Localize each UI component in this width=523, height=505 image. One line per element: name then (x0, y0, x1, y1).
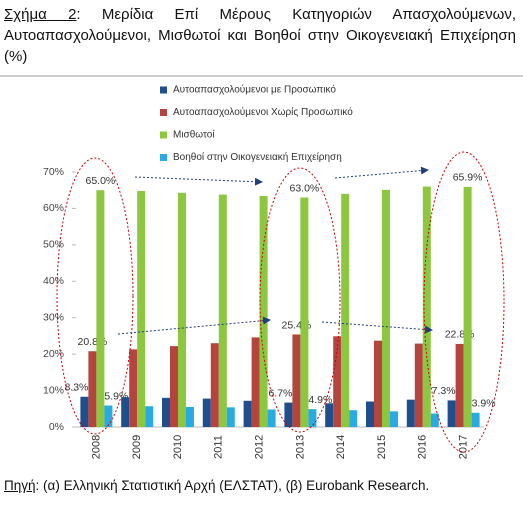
arrow (117, 316, 271, 335)
arrow (334, 166, 429, 179)
bar (178, 192, 186, 427)
x-tick-label: 2008 (90, 435, 102, 459)
bar (455, 343, 464, 427)
data-label: 4.9% (308, 394, 332, 406)
bar (104, 405, 113, 427)
data-label: 65.0% (86, 175, 116, 187)
x-tick-label: 2013 (294, 435, 306, 459)
data-label: 65.9% (453, 172, 483, 184)
bar (202, 398, 211, 427)
x-tick-label: 2014 (335, 435, 347, 459)
legend-label: Αυτοαπασχολούμενοι με Προσωπικό (173, 84, 336, 96)
bar (267, 409, 276, 427)
y-tick-label: 60% (43, 202, 64, 214)
source-text: : (α) Ελληνική Στατιστική Αρχή (ΕΛΣΤΑΤ),… (35, 478, 430, 493)
data-label: 3.9% (472, 398, 496, 410)
y-tick-label: 70% (43, 166, 64, 178)
x-tick-label: 2016 (417, 435, 429, 459)
highlight-ellipse (259, 167, 341, 433)
bar (129, 349, 138, 427)
bar (382, 189, 390, 427)
bar (137, 190, 146, 427)
source: Πηγή: (α) Ελληνική Στατιστική Αρχή (ΕΛΣΤ… (4, 478, 429, 493)
bar (243, 400, 252, 427)
data-label: 8.3% (64, 382, 88, 394)
legend-swatch (160, 131, 167, 139)
bar (422, 186, 431, 427)
bar (88, 351, 97, 427)
legend-swatch (160, 109, 167, 116)
y-tick-label: 10% (43, 384, 64, 396)
bar (284, 402, 293, 427)
x-tick-label: 2009 (131, 435, 143, 459)
bar (218, 194, 227, 427)
y-tick-label: 40% (43, 275, 64, 287)
legend-label: Μισθωτοί (173, 129, 215, 141)
bar (259, 196, 268, 427)
x-tick-label: 2017 (458, 435, 470, 459)
legend-swatch (160, 86, 167, 94)
bar (300, 197, 309, 427)
bar (121, 397, 130, 427)
bar (325, 403, 334, 427)
arrow (321, 321, 433, 334)
bar (471, 412, 480, 427)
x-tick-label: 2015 (376, 435, 388, 459)
data-label: 7.3% (432, 385, 456, 397)
x-tick-label: 2012 (254, 435, 266, 459)
legend-swatch (160, 154, 167, 161)
x-tick-label: 2011 (213, 435, 225, 459)
bar (341, 193, 350, 427)
chart-title: : Μερίδια Επί Μέρους Κατηγοριών Απασχολο… (4, 6, 517, 65)
legend-label: Αυτοαπασχολούμενοι Χωρίς Προσωπικό (173, 106, 353, 118)
bar (96, 190, 105, 427)
bar (414, 343, 423, 427)
bar (349, 410, 358, 427)
y-tick-label: 30% (43, 311, 64, 323)
data-label: 63.0% (290, 182, 320, 194)
bar (447, 400, 456, 427)
bar (162, 397, 170, 427)
legend-label: Βοηθοί στην Οικογενειακή Επιχείρηση (173, 151, 342, 163)
bar (463, 186, 472, 427)
annotations (56, 151, 505, 453)
data-label: 6.7% (268, 387, 292, 399)
chart: 0% 10% 20% 30% 40% 50% 60% 70% Αυτοαπασχολούμενο… (0, 75, 523, 459)
x-tick-label: 2010 (172, 435, 184, 459)
bar (366, 401, 374, 427)
bar (210, 343, 219, 427)
bar (406, 399, 415, 427)
bar (186, 406, 194, 427)
bar (251, 337, 260, 427)
y-tick-label: 0% (49, 421, 64, 433)
source-label: Πηγή (4, 478, 36, 493)
bar (430, 413, 439, 427)
arrow (134, 176, 263, 186)
y-tick-label: 20% (43, 348, 64, 360)
bar (80, 396, 89, 427)
y-tick-label: 50% (43, 239, 64, 251)
bar (390, 411, 398, 427)
bar (170, 346, 178, 427)
bar (374, 340, 382, 427)
title-block: Σχήμα 2: Μερίδια Επί Μέρους Κατηγοριών Α… (4, 4, 516, 67)
bar (226, 407, 235, 427)
bar (145, 406, 154, 427)
highlight-ellipse (56, 157, 134, 435)
bar (292, 334, 301, 427)
bar (333, 336, 342, 427)
bar (308, 409, 317, 427)
highlight-ellipse (423, 151, 505, 453)
figure-label: Σχήμα 2 (4, 6, 77, 23)
